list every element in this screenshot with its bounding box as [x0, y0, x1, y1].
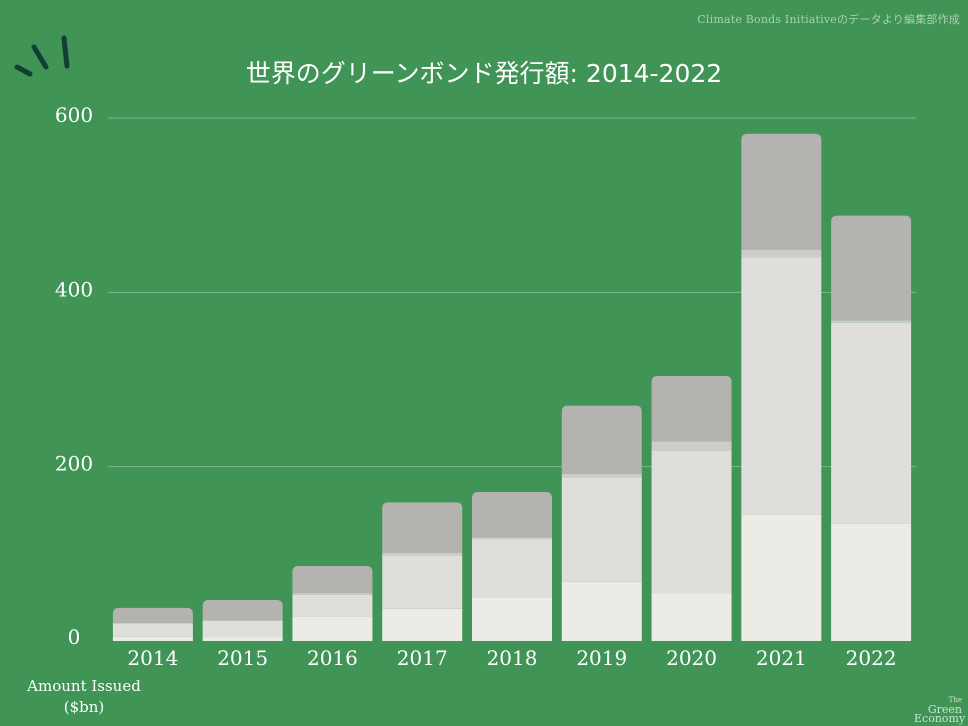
- bar-segment: [561, 405, 642, 474]
- bar-segment: [382, 608, 463, 641]
- bars: [112, 133, 912, 641]
- bar-segment: [831, 215, 912, 321]
- bar-segment: [202, 620, 283, 638]
- y-tick-label: 200: [55, 452, 93, 476]
- decoration-mark: [31, 44, 49, 70]
- x-tick-label: 2020: [666, 646, 717, 670]
- bar-segment: [561, 581, 642, 641]
- bar-stack-2017: [382, 502, 463, 641]
- bar-stack-2014: [112, 607, 193, 641]
- bar-segment: [382, 502, 463, 553]
- bar-segment: [472, 491, 552, 538]
- bar-segment: [112, 622, 193, 624]
- bar-segment: [472, 539, 552, 598]
- logo-line: Economy: [914, 712, 966, 725]
- logo-line: Green: [927, 703, 962, 716]
- y-tick-label: 0: [68, 625, 81, 649]
- y-axis-label-line: Amount Issued: [27, 677, 141, 695]
- decoration-marks: [14, 35, 70, 77]
- bar-stack-2016: [292, 566, 373, 641]
- y-axis-label-line: ($bn): [63, 698, 105, 716]
- bar-segment: [741, 249, 822, 258]
- bar-segment: [382, 555, 463, 609]
- bar-segment: [651, 450, 732, 594]
- bar-segment: [651, 376, 732, 442]
- logo-line: The: [948, 696, 962, 704]
- bar-segment: [831, 523, 912, 641]
- bar-segment: [561, 477, 642, 582]
- bar-segment: [382, 552, 463, 556]
- bar-segment: [202, 620, 283, 621]
- bar-segment: [472, 537, 552, 540]
- chart-title: 世界のグリーンボンド発行額: 2014-2022: [245, 59, 723, 88]
- bar-segment: [292, 593, 373, 595]
- bar-segment: [112, 623, 193, 637]
- bar-segment: [651, 441, 732, 451]
- bar-segment: [472, 597, 552, 641]
- bar-segment: [202, 637, 283, 641]
- x-tick-labels: 2014 2015 2016 2017 2018 2019 2020 2021 2022: [127, 646, 896, 670]
- x-tick-label: 2022: [846, 646, 897, 670]
- bar-stack-2021: [741, 133, 822, 641]
- x-tick-label: 2017: [397, 646, 448, 670]
- bar-segment: [741, 133, 822, 250]
- bar-stack-2018: [472, 491, 552, 641]
- x-tick-label: 2014: [127, 646, 178, 670]
- bar-stack-2020: [651, 376, 732, 641]
- bar-stack-2019: [561, 405, 642, 641]
- bar-segment: [292, 566, 373, 594]
- bar-segment: [561, 473, 642, 478]
- bar-segment: [831, 320, 912, 323]
- bar-segment: [112, 607, 193, 623]
- bar-segment: [292, 594, 373, 617]
- bar-segment: [112, 636, 193, 641]
- publisher-logo: The Green Economy: [914, 696, 966, 725]
- x-tick-label: 2015: [217, 646, 268, 670]
- x-tick-label: 2019: [576, 646, 627, 670]
- bar-segment: [202, 600, 283, 621]
- x-tick-label: 2021: [756, 646, 807, 670]
- y-tick-label: 400: [55, 277, 93, 301]
- decoration-mark: [61, 35, 70, 69]
- bar-segment: [741, 257, 822, 515]
- source-note: Climate Bonds Initiativeのデータより編集部作成: [697, 13, 960, 26]
- decoration-mark: [14, 64, 33, 77]
- bar-stack-2015: [202, 600, 283, 641]
- bar-segment: [292, 616, 373, 641]
- y-axis-label: Amount Issued ($bn): [4, 676, 164, 718]
- bar-segment: [741, 514, 822, 641]
- bar-stack-2022: [831, 215, 912, 641]
- y-tick-labels: 0 200 400 600: [55, 103, 93, 649]
- bar-segment: [651, 593, 732, 641]
- y-tick-label: 600: [55, 103, 93, 127]
- bar-segment: [831, 322, 912, 524]
- x-tick-label: 2018: [487, 646, 538, 670]
- x-tick-label: 2016: [307, 646, 358, 670]
